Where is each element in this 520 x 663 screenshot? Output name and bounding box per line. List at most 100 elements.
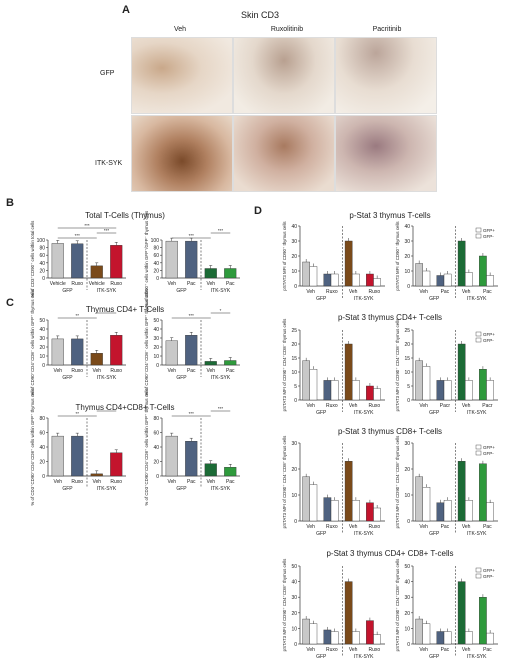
D2_left-bar [302,360,310,401]
B_right-xtick-label: Pac [226,281,235,287]
D2_right-ytick-label: 0 [407,398,410,404]
C1_left-xtick-label: Veh [92,368,101,374]
C2_left-bar [110,452,123,477]
D1_right-ytick-label: 30 [404,239,410,245]
C2_left-ylabel: % of CD3⁺CD90⁺CD4⁺CD8⁺ cells within GFP⁺… [30,388,35,506]
D4_left-bar [309,623,318,645]
D1_right-bar [436,275,445,287]
D4_right-legend-label: GFP+ [483,568,495,573]
D1_right-legend-swatch [475,227,482,233]
D2_left-group-label: GFP [316,410,327,416]
D2_right-ytick-label: 20 [404,342,410,348]
C2_left-ytick-label: 60 [39,431,45,437]
B_right-bar [204,268,217,279]
C1_right-ytick-label: 10 [153,354,159,360]
D1_left-ytick-label: 30 [291,239,297,245]
D3_right-ytick-label: 10 [404,493,410,499]
B_right-bar [224,268,237,279]
C1_right-ytick-label: 40 [153,327,159,333]
D2_left-group-label: ITK-SYK [354,410,374,416]
D4_right-bar [457,581,466,645]
C2_left-sig-label: ** [75,411,79,416]
D1_right-ytick-label: 0 [407,284,410,290]
D3_left-bar [323,497,332,522]
row-label-gfp: GFP [100,70,115,77]
B_left-group-label: ITK-SYK [97,288,117,294]
B_right-sig-label: *** [189,233,195,238]
C1_right-xtick-label: Veh [167,368,176,374]
D2_right-ytick-label: 15 [404,356,410,362]
B_left-xtick-label: Vehicle [89,281,105,287]
B_left-bar [51,243,64,279]
D4_left-ytick-label: 10 [291,626,297,632]
D4_right-bar [479,597,487,645]
D4_left-ytick-label: 30 [291,595,297,601]
panel-a-title: Skin CD3 [240,10,279,20]
D2_right-xtick-label: Pacr [482,403,493,409]
C2_left-ytick-label: 80 [39,416,45,422]
D2_right-ylabel: pSTAT3 MFI of CD90⁺ CD4⁺CD8⁻ thymus cell… [395,318,400,411]
D2_right-bar [465,380,473,401]
C1_right-bar [204,361,217,366]
C1_left-xtick-label: Ruxo [110,368,122,374]
D2_left-ylabel: pSTAT3 MFI of CD90⁺ CD4⁺CD8⁻ thymus cell… [282,318,287,411]
panel-b-letter: B [6,197,14,209]
D2_right-bar [436,380,445,401]
micrograph-itksyk-veh [131,115,233,192]
D3_right-bar [422,487,431,522]
D1_left-ytick-label: 10 [291,269,297,275]
C1_left-bar [110,335,123,366]
D4_right-ytick-label: 10 [404,626,410,632]
C1_left-sig-label: * [106,308,108,313]
B_right-sig-label: *** [218,228,224,233]
D4_left-group-label: GFP [316,654,327,660]
panel-c-title-1: Thymus CD4+ T-Cells [85,305,165,314]
D2_left-xtick-label: Veh [349,403,358,409]
panel-b-title: Total T-Cells (Thymus) [85,211,165,220]
C1_right-bar [224,360,237,366]
C1_right-bar [185,335,198,366]
C2_right-xtick-label: Pac [187,479,196,485]
D3_left-ylabel: pSTAT3 MFI of CD90⁺ CD4⁻CD8⁺ thymus cell… [282,435,287,528]
B_left-bar [71,243,84,279]
D2_right-legend-swatch [475,337,482,343]
micrograph-gfp-ruxolitinib [233,37,335,114]
D2_right-legend-label: GFP+ [483,332,495,337]
C2_left-sig-label: * [106,406,108,411]
D2_left-xtick-label: Ruxo [369,403,381,409]
D3_left-xtick-label: Veh [349,524,358,530]
D3_right-legend-label: GFP- [483,451,494,456]
panel-d-title-2: p-Stat 3 thymus CD4+ T-cells [337,313,443,322]
D1_right-group-label: GFP [429,296,440,302]
D1_left-bar [373,278,381,287]
B_right-ytick-label: 80 [153,246,159,252]
D4_left-xtick-label: Ruxo [326,647,338,653]
D2_right-xtick-label: Veh [462,403,471,409]
D3_left-ytick-label: 20 [291,467,297,473]
D2_left-xtick-label: Veh [306,403,315,409]
C2_right-ylabel: % of CD3⁺CD90⁺CD4⁺CD8⁺ cells within GFP⁺… [144,388,149,506]
B_left-xtick-label: Vehicle [50,281,66,287]
panel-c-title-2: Thymus CD4+CD8+ T-Cells [75,403,175,412]
col-label-ruxolitinib: Ruxolitinib [270,26,304,33]
D4_right-group-label: ITK-SYK [467,654,487,660]
D1_right-bar [465,272,473,287]
D1_left-bar [323,273,332,287]
B_left-sig-label: *** [104,228,110,233]
D4_right-ytick-label: 30 [404,595,410,601]
D4_left-bar [344,581,353,645]
D2_right-legend-label: GFP- [483,338,494,343]
D3_left-bar [352,500,360,522]
D3_right-legend-swatch [475,450,482,456]
D4_right-xtick-label: Pac [441,647,450,653]
D1_left-group-label: GFP [316,296,327,302]
C2_right-group-label: ITK-SYK [211,486,231,492]
C2_left-group-label: ITK-SYK [97,486,117,492]
D4_left-ytick-label: 50 [291,564,297,570]
D1_right-legend-label: GFP+ [483,228,495,233]
D4_left-group-label: ITK-SYK [354,654,374,660]
C2_right-ytick-label: 60 [153,431,159,437]
D2_right-bar [422,366,431,401]
D4_right-legend-swatch [475,573,482,579]
D4_left-xtick-label: Veh [349,647,358,653]
